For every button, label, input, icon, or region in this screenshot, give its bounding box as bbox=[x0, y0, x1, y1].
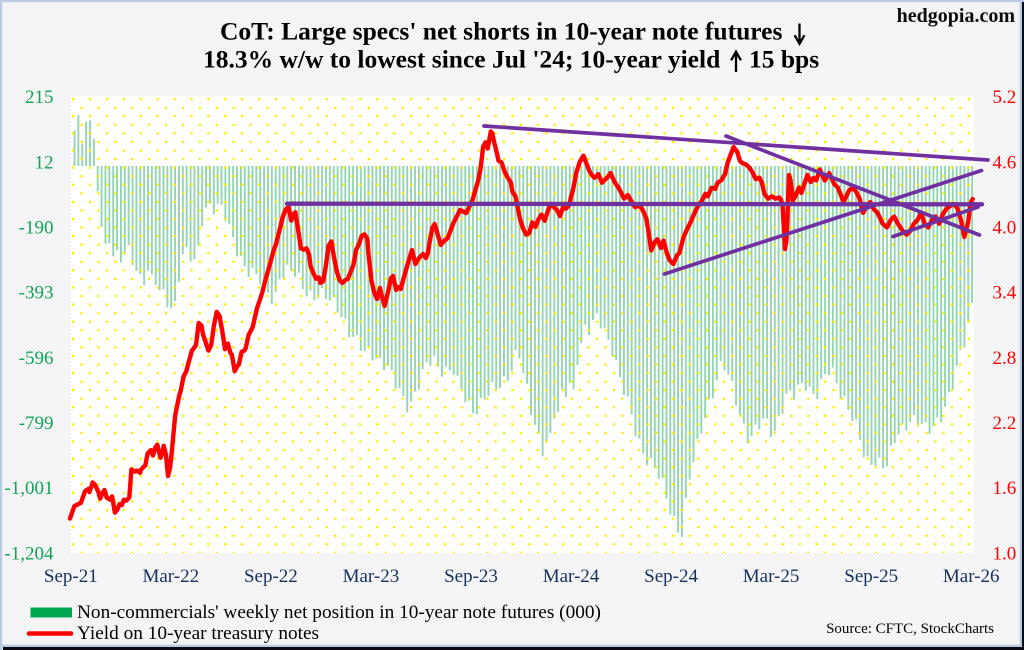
svg-text:3.4: 3.4 bbox=[993, 283, 1017, 304]
svg-text:Source: CFTC, StockCharts: Source: CFTC, StockCharts bbox=[826, 621, 994, 637]
svg-text:Mar-23: Mar-23 bbox=[343, 566, 400, 587]
svg-text:15 bps: 15 bps bbox=[749, 44, 819, 73]
svg-text:hedgopia.com: hedgopia.com bbox=[897, 5, 1016, 27]
svg-text:Sep-23: Sep-23 bbox=[444, 566, 498, 587]
svg-text:Non-commercials' weekly net po: Non-commercials' weekly net position in … bbox=[77, 602, 601, 623]
svg-text:2.2: 2.2 bbox=[993, 413, 1017, 434]
svg-text:Mar-26: Mar-26 bbox=[943, 566, 1000, 587]
svg-text:-1,001: -1,001 bbox=[4, 478, 53, 499]
svg-text:Mar-25: Mar-25 bbox=[743, 566, 800, 587]
svg-text:12: 12 bbox=[35, 152, 54, 173]
svg-text:-596: -596 bbox=[19, 348, 54, 369]
svg-text:Sep-25: Sep-25 bbox=[844, 566, 898, 587]
svg-text:Mar-24: Mar-24 bbox=[543, 566, 600, 587]
svg-text:18.3% w/w to lowest since Jul: 18.3% w/w to lowest since Jul '24; 10-ye… bbox=[203, 44, 720, 73]
svg-text:4.0: 4.0 bbox=[993, 218, 1017, 239]
svg-text:-799: -799 bbox=[19, 413, 54, 434]
svg-text:215: 215 bbox=[25, 87, 54, 108]
svg-text:Mar-22: Mar-22 bbox=[142, 566, 199, 587]
svg-text:1.6: 1.6 bbox=[993, 478, 1017, 499]
svg-text:-393: -393 bbox=[19, 283, 54, 304]
svg-text:1.0: 1.0 bbox=[993, 543, 1017, 564]
svg-text:-190: -190 bbox=[19, 218, 54, 239]
svg-text:Sep-21: Sep-21 bbox=[44, 566, 98, 587]
svg-text:4.6: 4.6 bbox=[993, 152, 1017, 173]
svg-text:-1,204: -1,204 bbox=[4, 543, 54, 564]
svg-text:Yield on 10-year treasury note: Yield on 10-year treasury notes bbox=[77, 623, 319, 644]
svg-text:5.2: 5.2 bbox=[993, 87, 1017, 108]
svg-text:2.8: 2.8 bbox=[993, 348, 1017, 369]
svg-text:Sep-24: Sep-24 bbox=[644, 566, 698, 587]
svg-text:Sep-22: Sep-22 bbox=[244, 566, 298, 587]
svg-text:CoT: Large specs' net shorts i: CoT: Large specs' net shorts in 10-year … bbox=[220, 17, 782, 46]
